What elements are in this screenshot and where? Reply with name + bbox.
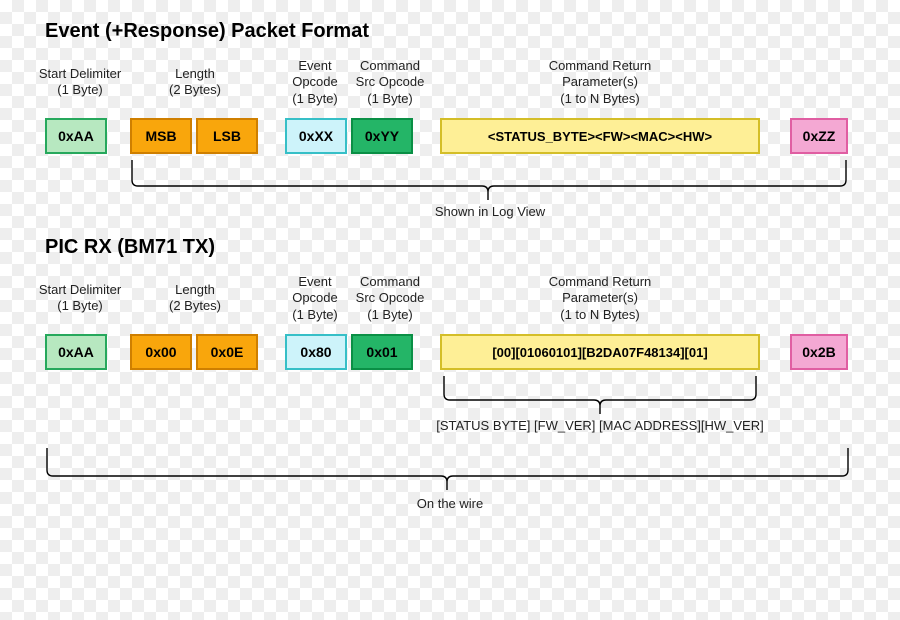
label-line1: Event [298,274,331,289]
label-line1: Command [360,58,420,73]
label-line1: Start Delimiter [39,66,121,81]
label-src-opcode: Command Src Opcode (1 Byte) [345,274,435,323]
label-start-delim: Start Delimiter (1 Byte) [30,282,130,315]
box-start-delim: 0xAA [45,118,107,154]
label-line3: (1 Byte) [367,307,413,322]
label-length: Length (2 Bytes) [145,66,245,99]
label-line2: Opcode [292,74,338,89]
brace-caption-top: Shown in Log View [400,204,580,219]
label-line1: Command Return [549,274,652,289]
label-line2: Src Opcode [356,74,425,89]
label-line1: Start Delimiter [39,282,121,297]
label-line3: (1 Byte) [292,307,338,322]
box-length-msb: 0x00 [130,334,192,370]
box-length-lsb: 0x0E [196,334,258,370]
label-line3: (1 Byte) [292,91,338,106]
brace-caption-wire: On the wire [380,496,520,511]
box-length-lsb: LSB [196,118,258,154]
label-line3: (1 to N Bytes) [560,307,639,322]
label-line2: (1 Byte) [57,298,103,313]
brace-wire [45,446,850,498]
box-src-opcode: 0x01 [351,334,413,370]
box-length-msb: MSB [130,118,192,154]
label-line2: Opcode [292,290,338,305]
label-return-params: Command Return Parameter(s) (1 to N Byte… [490,274,710,323]
label-line2: (2 Bytes) [169,82,221,97]
box-return-params: <STATUS_BYTE><FW><MAC><HW> [440,118,760,154]
label-line1: Command [360,274,420,289]
label-line3: (1 to N Bytes) [560,91,639,106]
title-top: Event (+Response) Packet Format [45,20,369,43]
label-length: Length (2 Bytes) [145,282,245,315]
box-checksum: 0x2B [790,334,848,370]
label-start-delim: Start Delimiter (1 Byte) [30,66,130,99]
label-src-opcode: Command Src Opcode (1 Byte) [345,58,435,107]
brace-caption-mid: [STATUS BYTE] [FW_VER] [MAC ADDRESS][HW_… [420,418,780,433]
label-line3: (1 Byte) [367,91,413,106]
label-line1: Command Return [549,58,652,73]
brace-top [130,158,850,208]
label-line1: Length [175,282,215,297]
box-start-delim: 0xAA [45,334,107,370]
label-line1: Length [175,66,215,81]
title-bottom: PIC RX (BM71 TX) [45,236,215,259]
label-event-opcode: Event Opcode (1 Byte) [275,58,355,107]
label-line2: Parameter(s) [562,74,638,89]
label-return-params: Command Return Parameter(s) (1 to N Byte… [490,58,710,107]
box-checksum: 0xZZ [790,118,848,154]
label-line2: (2 Bytes) [169,298,221,313]
label-line2: Parameter(s) [562,290,638,305]
label-line1: Event [298,58,331,73]
box-event-opcode: 0x80 [285,334,347,370]
brace-mid [440,374,760,422]
box-src-opcode: 0xYY [351,118,413,154]
label-event-opcode: Event Opcode (1 Byte) [275,274,355,323]
box-event-opcode: 0xXX [285,118,347,154]
label-line2: Src Opcode [356,290,425,305]
label-line2: (1 Byte) [57,82,103,97]
box-return-params: [00][01060101][B2DA07F48134][01] [440,334,760,370]
